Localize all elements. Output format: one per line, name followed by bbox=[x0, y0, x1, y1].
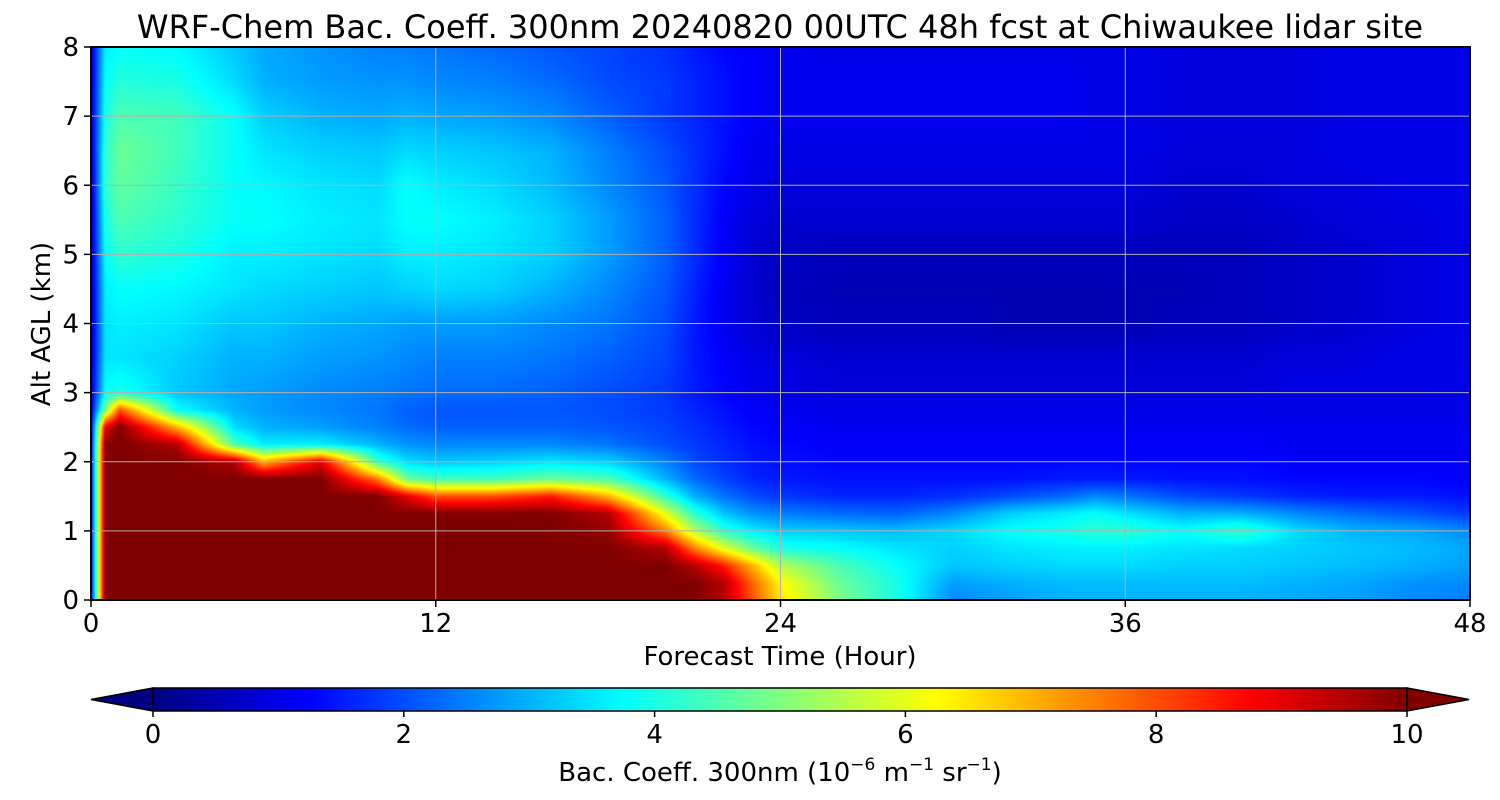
grid-lines bbox=[91, 47, 1470, 600]
x-axis-label: Forecast Time (Hour) bbox=[643, 642, 916, 672]
colorbar-label: Bac. Coeff. 300nm (10−6 m−1 sr−1) bbox=[558, 755, 1001, 788]
y-axis-label: Alt AGL (km) bbox=[27, 242, 57, 406]
y-tick-label: 1 bbox=[62, 517, 79, 547]
x-axis-ticks: 0 12 24 36 48 bbox=[83, 600, 1487, 639]
colorbar-label-end: ) bbox=[992, 758, 1002, 788]
y-tick-label: 0 bbox=[62, 586, 79, 616]
x-tick-label: 0 bbox=[83, 609, 100, 639]
colorbar-tick-label: 10 bbox=[1390, 720, 1423, 750]
colorbar-label-exp3: −1 bbox=[967, 755, 992, 775]
colorbar-label-exp2: −1 bbox=[909, 755, 934, 775]
colorbar-gradient bbox=[153, 688, 1407, 711]
y-tick-label: 3 bbox=[62, 379, 79, 409]
y-tick-label: 4 bbox=[62, 310, 79, 340]
colorbar-tick-label: 6 bbox=[897, 720, 914, 750]
colorbar-frame bbox=[152, 687, 1408, 712]
colorbar-label-text: Bac. Coeff. 300nm (10 bbox=[558, 758, 850, 788]
colorbar-tick-label: 4 bbox=[646, 720, 663, 750]
colorbar-extend-low bbox=[90, 687, 154, 712]
x-tick-label: 48 bbox=[1453, 609, 1486, 639]
x-tick-label: 12 bbox=[419, 609, 452, 639]
y-tick-label: 2 bbox=[62, 448, 79, 478]
colorbar-tick-label: 2 bbox=[396, 720, 413, 750]
y-tick-label: 7 bbox=[62, 102, 79, 132]
y-tick-label: 5 bbox=[62, 240, 79, 270]
chart-title: WRF-Chem Bac. Coeff. 300nm 20240820 00UT… bbox=[137, 8, 1423, 46]
colorbar-extend-high bbox=[1406, 687, 1470, 712]
colorbar-label-exp1: −6 bbox=[850, 755, 875, 775]
colorbar-label-mid: m bbox=[875, 758, 909, 788]
colorbar-tick-label: 8 bbox=[1148, 720, 1165, 750]
colorbar: 0 2 4 6 8 10 Bac. Coeff. 300nm (10−6 m−1 sr−1… bbox=[90, 687, 1470, 788]
x-tick-label: 36 bbox=[1109, 609, 1142, 639]
y-tick-label: 6 bbox=[62, 171, 79, 201]
x-tick-label: 24 bbox=[764, 609, 797, 639]
colorbar-label-mid2: sr bbox=[934, 758, 967, 788]
colorbar-tick-label: 0 bbox=[145, 720, 162, 750]
y-tick-label: 8 bbox=[62, 33, 79, 63]
y-axis-ticks: 0 1 2 3 4 5 6 7 8 bbox=[62, 33, 91, 616]
colorbar-ticks: 0 2 4 6 8 10 bbox=[145, 711, 1424, 750]
